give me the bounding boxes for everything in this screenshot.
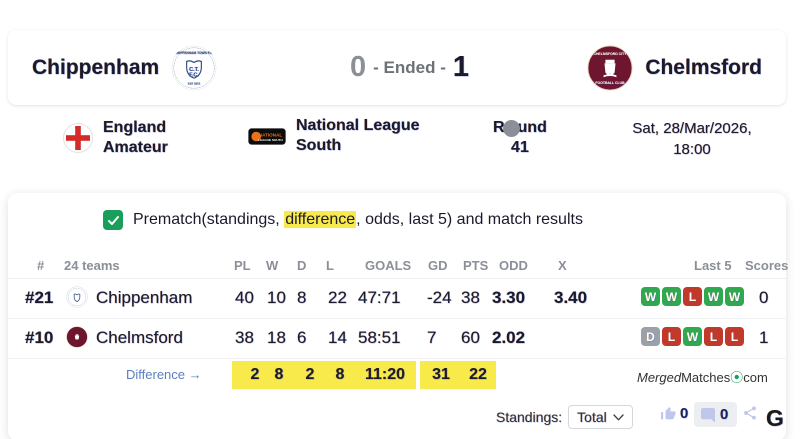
- svg-text:LEAGUE SOUTH: LEAGUE SOUTH: [258, 138, 283, 142]
- svg-text:CHELMSFORD CITY: CHELMSFORD CITY: [594, 52, 628, 56]
- svg-text:NATIONAL: NATIONAL: [259, 132, 283, 137]
- svg-text:FOOTBALL CLUB: FOOTBALL CLUB: [596, 81, 626, 85]
